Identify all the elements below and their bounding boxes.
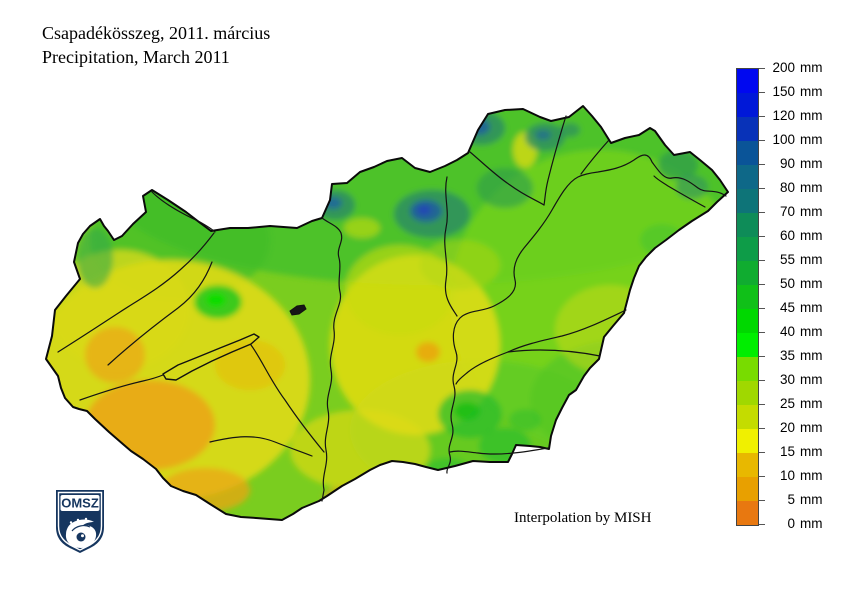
legend-label: 50 mm <box>779 276 823 291</box>
river-zagyva <box>444 176 458 317</box>
legend-tick <box>759 284 765 285</box>
lake-velence <box>289 304 307 316</box>
river-koros-north <box>507 309 627 353</box>
legend-tick <box>759 212 765 213</box>
legend-tick <box>759 236 765 237</box>
river-sajo <box>469 151 545 206</box>
legend-color-segment <box>737 93 758 117</box>
legend-label: 150 mm <box>772 84 823 99</box>
river-tisza <box>446 154 727 474</box>
legend-tick <box>759 428 765 429</box>
lake-balaton <box>162 333 260 381</box>
legend-label: 70 mm <box>779 204 823 219</box>
river-zala <box>79 374 164 401</box>
river-koros-south <box>507 349 601 357</box>
legend-color-segment <box>737 309 758 333</box>
legend-color-segment <box>737 213 758 237</box>
river-koros-main <box>455 351 509 385</box>
logo-shield-inner-line <box>57 491 103 551</box>
legend-label: 25 mm <box>779 396 823 411</box>
logo-text-band <box>60 495 100 511</box>
legend-label: 100 mm <box>772 132 823 147</box>
legend-tick <box>759 308 765 309</box>
legend-label: 60 mm <box>779 228 823 243</box>
legend-label: 0 mm <box>787 516 823 531</box>
legend-label: 55 mm <box>779 252 823 267</box>
legend-label: 200 mm <box>772 60 823 75</box>
legend-color-segment <box>737 285 758 309</box>
legend-tick <box>759 356 765 357</box>
legend-label: 15 mm <box>779 444 823 459</box>
legend: 200 mm 150 mm 120 mm 100 mm 90 mm 80 mm 70 mm 60 mm 55 mm… <box>736 60 836 538</box>
legend-color-segment <box>737 117 758 141</box>
legend-tick <box>759 140 765 141</box>
legend-color-segment <box>737 381 758 405</box>
legend-tick <box>759 164 765 165</box>
legend-label: 80 mm <box>779 180 823 195</box>
omsz-logo-text: OMSZ <box>61 496 99 511</box>
legend-colorbar <box>736 68 759 526</box>
river-danube <box>321 217 343 502</box>
river-maros <box>449 447 549 455</box>
map-title: Csapadékösszeg, 2011. március Precipitat… <box>42 22 270 70</box>
legend-tick <box>759 380 765 381</box>
river-raba <box>57 232 215 353</box>
precipitation-field <box>46 106 728 520</box>
legend-tick <box>759 116 765 117</box>
legend-tick <box>759 452 765 453</box>
legend-label: 40 mm <box>779 324 823 339</box>
legend-tick <box>759 68 765 69</box>
river-mosoni-danube <box>151 191 216 233</box>
attribution-text: Interpolation by MISH <box>514 510 652 526</box>
legend-label: 90 mm <box>779 156 823 171</box>
legend-tick <box>759 332 765 333</box>
legend-color-segment <box>737 141 758 165</box>
legend-color-segment <box>737 333 758 357</box>
legend-label: 30 mm <box>779 372 823 387</box>
legend-label: 120 mm <box>772 108 823 123</box>
legend-label: 45 mm <box>779 300 823 315</box>
legend-tick <box>759 92 765 93</box>
title-line-hungarian: Csapadékösszeg, 2011. március <box>42 23 271 43</box>
legend-tick <box>759 404 765 405</box>
legend-color-segment <box>737 165 758 189</box>
legend-label: 35 mm <box>779 348 823 363</box>
legend-color-segment <box>737 477 758 501</box>
legend-color-segment <box>737 453 758 477</box>
river-szamos <box>653 175 706 208</box>
legend-tick <box>759 500 765 501</box>
legend-color-segment <box>737 261 758 285</box>
wave-icon <box>65 517 97 548</box>
title-line-english: Precipitation, March 2011 <box>42 46 230 67</box>
legend-color-segment <box>737 189 758 213</box>
legend-label: 20 mm <box>779 420 823 435</box>
river-kapos <box>209 436 313 457</box>
legend-tick <box>759 476 765 477</box>
legend-label: 5 mm <box>787 492 823 507</box>
river-marcal <box>107 261 213 366</box>
rivers <box>57 115 727 502</box>
river-sio <box>250 344 325 453</box>
legend-color-segment <box>737 429 758 453</box>
legend-color-segment <box>737 69 758 93</box>
river-hernad <box>543 115 567 206</box>
river-bodrog <box>580 139 610 175</box>
legend-color-segment <box>737 357 758 381</box>
legend-color-segment <box>737 237 758 261</box>
legend-tick <box>759 524 765 525</box>
legend-tick <box>759 188 765 189</box>
legend-tick <box>759 260 765 261</box>
legend-label: 10 mm <box>779 468 823 483</box>
legend-color-segment <box>737 501 758 525</box>
omsz-logo: OMSZ <box>56 490 104 553</box>
legend-color-segment <box>737 405 758 429</box>
